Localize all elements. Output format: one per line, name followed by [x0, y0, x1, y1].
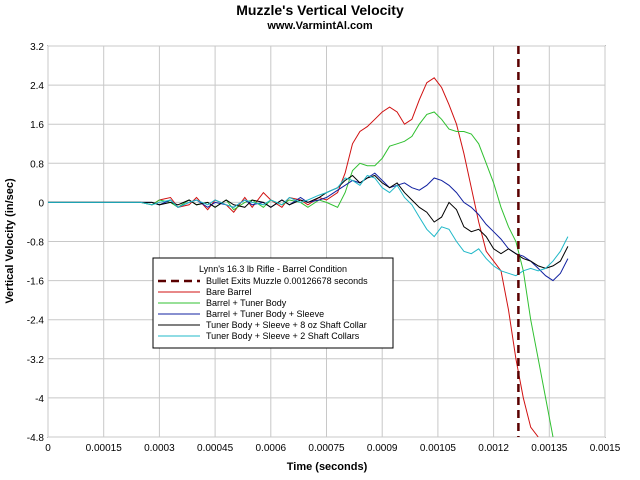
x-axis: 0 0.00015 0.0003 0.00045 0.0006 0.00075 0.0009…	[45, 443, 621, 454]
legend-label-barrel-tuner-body-sleeve: Barrel + Tuner Body + Sleeve	[206, 309, 324, 319]
y-tick-label: 0	[38, 198, 44, 209]
legend-label-bare-barrel: Bare Barrel	[206, 287, 252, 297]
y-axis: 3.2 2.4 1.6 0.8 0 -0.8 -1.6 -2.4 -3.2 -4 -4.8	[27, 42, 45, 444]
y-tick-label: -4.8	[27, 433, 45, 444]
series-line-tuner-body-sleeve-2-shaft-collars	[48, 174, 569, 277]
x-tick-label: 0.00105	[420, 443, 457, 454]
y-tick-label: -3.2	[27, 355, 45, 366]
y-tick-label: -4	[35, 394, 44, 405]
y-tick-label: -2.4	[27, 316, 45, 327]
legend-label-tuner-body-sleeve-8-oz-shaft-collar: Tuner Body + Sleeve + 8 oz Shaft Collar	[206, 320, 367, 330]
x-tick-label: 0.0012	[478, 443, 509, 454]
legend-label-tuner-body-sleeve-2-shaft-collars: Tuner Body + Sleeve + 2 Shaft Collars	[206, 331, 360, 341]
y-tick-label: 3.2	[30, 42, 44, 53]
x-tick-label: 0	[45, 443, 51, 454]
x-tick-label: 0.00135	[531, 443, 568, 454]
y-tick-label: 0.8	[30, 159, 44, 170]
series-line-bare-barrel	[48, 77, 539, 437]
y-tick-label: -0.8	[27, 238, 45, 249]
legend-label-barrel-tuner-body: Barrel + Tuner Body	[206, 298, 287, 308]
legend: Lynn's 16.3 lb Rifle - Barrel Condition …	[152, 257, 394, 349]
x-tick-label: 0.00015	[86, 443, 123, 454]
series-group	[48, 77, 569, 437]
y-axis-label: Vertical Velocity (in/sec)	[4, 178, 16, 304]
x-axis-label: Time (seconds)	[287, 461, 368, 473]
y-tick-label: 1.6	[30, 120, 44, 131]
x-tick-label: 0.0006	[256, 443, 287, 454]
chart-title: Muzzle's Vertical Velocity	[236, 2, 404, 18]
y-tick-label: 2.4	[30, 81, 44, 92]
x-tick-label: 0.0003	[144, 443, 175, 454]
x-tick-label: 0.00075	[308, 443, 345, 454]
legend-label-muzzle-exit: Bullet Exits Muzzle 0.00126678 seconds	[206, 276, 368, 286]
legend-title: Lynn's 16.3 lb Rifle - Barrel Condition	[199, 264, 347, 274]
series-line-barrel-tuner-body-sleeve	[48, 172, 569, 282]
legend-items: Bullet Exits Muzzle 0.00126678 secondsBa…	[158, 276, 368, 341]
x-tick-label: 0.0015	[590, 443, 621, 454]
y-tick-label: -1.6	[27, 277, 45, 288]
chart-subtitle: www.VarmintAl.com	[266, 20, 373, 32]
x-tick-label: 0.0009	[367, 443, 398, 454]
x-tick-label: 0.00045	[197, 443, 234, 454]
